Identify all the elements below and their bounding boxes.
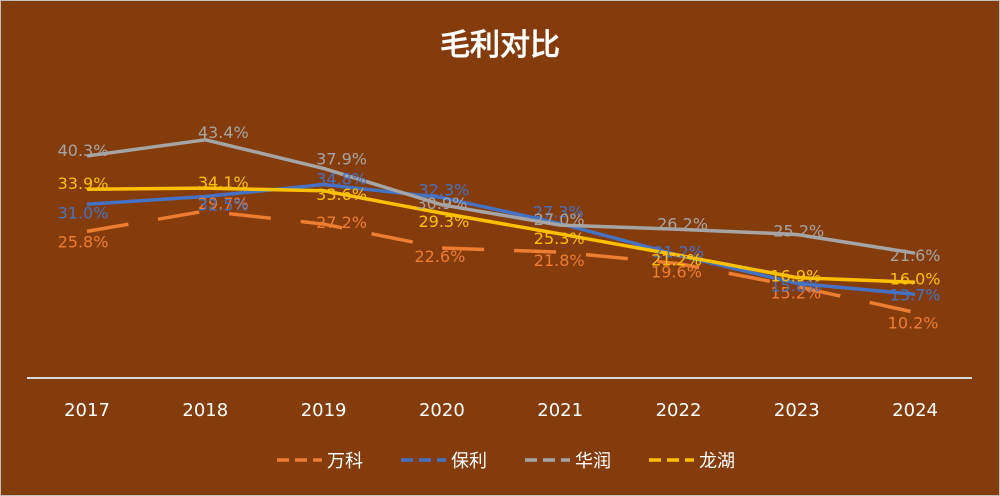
data-label: 25.3%	[534, 229, 585, 248]
data-label: 19.6%	[651, 263, 702, 282]
data-label: 40.3%	[58, 141, 109, 160]
data-label: 32.5%	[198, 196, 249, 215]
x-tick-label: 2023	[774, 400, 820, 421]
data-label: 21.6%	[890, 246, 941, 265]
data-label: 26.2%	[657, 214, 708, 233]
data-labels: 25.8% 29.7% 27.2% 22.6% 21.8% 19.6% 15.2% 10.2%…	[58, 123, 941, 333]
data-label: 33.9%	[58, 174, 109, 193]
legend: 万科 保利 华润 龙湖	[277, 451, 735, 472]
x-tick-label: 2024	[892, 400, 938, 421]
legend-label: 华润	[575, 451, 611, 472]
series-line-1	[86, 182, 916, 297]
data-label: 32.3%	[418, 181, 469, 200]
x-tick-label: 2017	[64, 400, 110, 421]
data-label: 43.4%	[198, 123, 249, 142]
x-tick-label: 2022	[656, 400, 702, 421]
data-label: 25.8%	[58, 232, 109, 251]
data-label: 30.9%	[416, 194, 467, 213]
data-label: 21.2%	[651, 250, 702, 269]
data-label: 29.7%	[198, 194, 249, 213]
data-label: 22.6%	[414, 247, 465, 266]
legend-label: 保利	[451, 451, 487, 472]
series-line-3	[86, 186, 916, 285]
chart-title: 毛利对比	[440, 28, 560, 63]
data-label: 31.0%	[58, 203, 109, 222]
x-tick-label: 2020	[419, 400, 465, 421]
legend-label: 万科	[327, 451, 363, 472]
data-label: 27.2%	[316, 213, 367, 232]
data-label: 10.2%	[888, 313, 939, 332]
data-label: 25.2%	[773, 221, 824, 240]
series-line-2	[86, 138, 916, 255]
data-label: 21.2%	[653, 242, 704, 261]
data-label: 27.3%	[533, 203, 584, 222]
x-tick-label: 2019	[301, 400, 347, 421]
data-label: 33.6%	[316, 185, 367, 204]
data-label: 15.8%	[770, 276, 821, 295]
x-tick-label: 2021	[537, 400, 583, 421]
data-label: 21.8%	[534, 251, 585, 270]
legend-label: 龙湖	[699, 451, 735, 472]
data-label: 13.7%	[890, 285, 941, 304]
data-label: 16.9%	[770, 267, 821, 286]
x-axis-ticks: 2017 2018 2019 2020 2021 2022 2023 2024	[64, 400, 938, 421]
data-label: 29.3%	[418, 212, 469, 231]
data-label: 34.1%	[198, 173, 249, 192]
data-label: 27.0%	[534, 210, 585, 229]
data-label: 34.8%	[316, 170, 367, 189]
x-tick-label: 2018	[182, 400, 228, 421]
series-lines	[86, 138, 916, 315]
data-label: 16.0%	[890, 269, 941, 288]
data-label: 37.9%	[316, 149, 367, 168]
data-label: 15.2%	[770, 283, 821, 302]
